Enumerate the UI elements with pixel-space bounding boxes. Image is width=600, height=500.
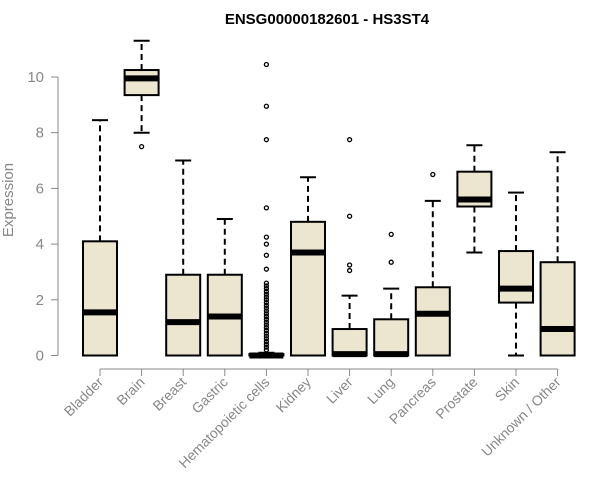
outlier-point: [263, 308, 270, 314]
x-tick-label: Kidney: [273, 374, 315, 416]
box-group: [539, 151, 576, 357]
box-rect: [414, 286, 451, 357]
outlier-point: [263, 327, 270, 334]
x-tick-label: Unknown / Other: [478, 374, 564, 460]
box-rect: [331, 328, 368, 357]
y-axis-label: Expression: [0, 163, 17, 237]
outlier-point: [263, 234, 270, 240]
outlier-point: [263, 252, 270, 258]
box-group: [290, 176, 326, 357]
outlier-point: [263, 336, 270, 342]
box-group: [206, 218, 243, 357]
x-tick-label: Breast: [149, 374, 189, 414]
outlier-point: [263, 288, 270, 295]
x-tick-label: Lung: [364, 374, 397, 407]
outlier-point: [430, 171, 436, 178]
outlier-point: [263, 280, 270, 286]
outlier-point: [263, 311, 270, 317]
outlier-point: [263, 302, 270, 309]
outlier-point: [263, 61, 270, 68]
box-rect: [82, 240, 118, 357]
outlier-point: [263, 205, 270, 211]
y-tick-label: 10: [27, 69, 44, 86]
outlier-point: [263, 241, 270, 247]
outlier-point: [138, 143, 145, 150]
x-tick-label: Brain: [113, 374, 147, 408]
box-group: [498, 191, 534, 357]
chart-title: ENSG00000182601 - HS3ST4: [225, 11, 430, 28]
outlier-point: [263, 347, 270, 353]
y-tick-label: 2: [36, 292, 44, 309]
outlier-point: [263, 319, 270, 325]
box-group: [82, 119, 118, 357]
outlier-point: [263, 283, 270, 289]
outlier-point: [263, 330, 270, 336]
box-rect: [498, 250, 534, 304]
outlier-point: [263, 344, 270, 350]
box-rect: [123, 69, 160, 97]
x-tick-label: Prostate: [432, 374, 480, 422]
box-group: [248, 61, 285, 359]
outlier-point: [388, 231, 394, 238]
outlier-point: [263, 333, 270, 339]
y-tick-label: 6: [36, 180, 44, 197]
outlier-point: [263, 291, 270, 297]
y-tick-label: 8: [36, 125, 44, 142]
outlier-point: [346, 213, 353, 219]
outlier-point: [388, 259, 394, 265]
box-rect: [373, 318, 410, 357]
outlier-point: [263, 305, 270, 311]
outlier-point: [263, 294, 270, 300]
outlier-point: [263, 313, 270, 320]
box-group: [373, 231, 410, 358]
y-axis: 0 2 4 6 8 10: [27, 69, 59, 365]
box-group: [414, 171, 451, 357]
x-tick-label: Skin: [492, 374, 523, 405]
y-tick-label: 4: [36, 236, 44, 253]
box-rect: [290, 220, 326, 357]
outlier-point: [263, 316, 270, 322]
outlier-point: [346, 137, 353, 143]
box-rect: [165, 273, 202, 357]
box-group: [165, 159, 202, 357]
outlier-point: [263, 103, 270, 109]
outlier-point: [263, 299, 270, 306]
outlier-point: [346, 267, 353, 274]
outlier-point: [263, 297, 270, 303]
outlier-point: [263, 266, 270, 272]
y-tick-label: 0: [36, 348, 44, 365]
x-tick-label: Bladder: [61, 374, 107, 420]
box-rect: [539, 261, 576, 357]
box-group: [331, 137, 368, 358]
outlier-point: [263, 341, 270, 348]
outlier-point: [263, 137, 270, 143]
plot-area: [82, 39, 576, 359]
box-group: [456, 144, 493, 254]
outlier-point: [263, 324, 270, 331]
outlier-point: [263, 338, 270, 345]
outlier-point: [263, 286, 270, 292]
outlier-point: [346, 262, 353, 268]
box-group: [123, 39, 160, 150]
x-tick-label: Liver: [323, 374, 356, 407]
outlier-point: [263, 322, 270, 328]
